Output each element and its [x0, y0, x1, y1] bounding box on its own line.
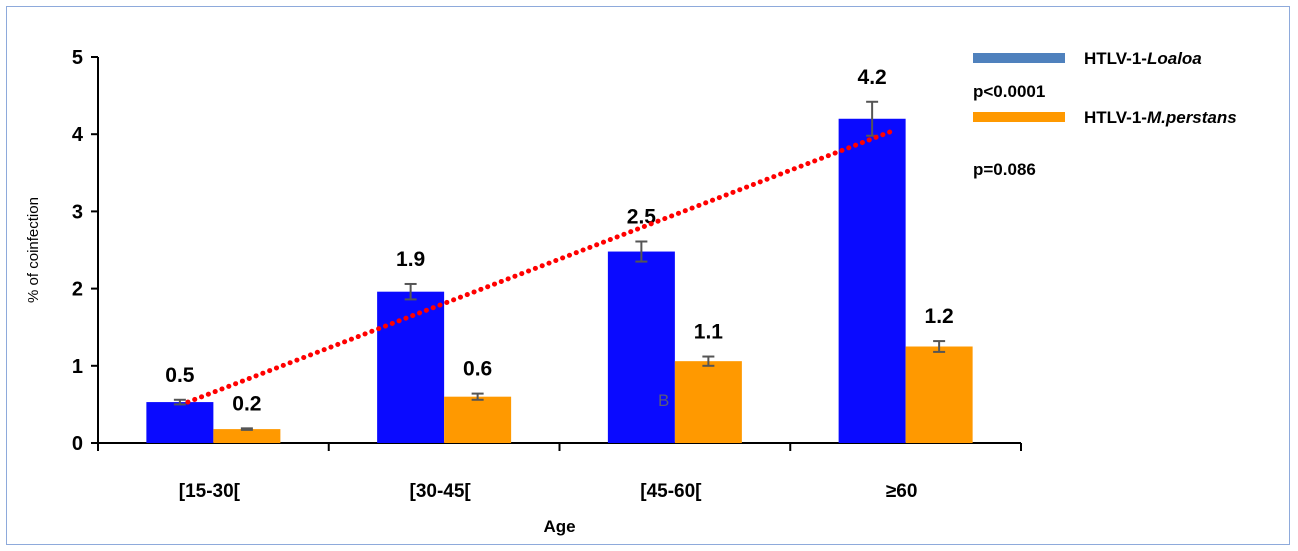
y-tick-label: 0: [72, 433, 83, 455]
legend-swatch: [973, 112, 1065, 122]
x-tick-label: [45-60[: [640, 481, 702, 502]
y-tick-label: 2: [72, 279, 83, 301]
bar: [607, 251, 675, 443]
x-tick-label: ≥60: [886, 481, 918, 502]
chart-frame: 0 1 2 3 4 5 % of coinfection [15-30[ [30-45[ [45-…: [6, 6, 1290, 545]
p-value: p=0.086: [973, 160, 1036, 179]
trend-line: [185, 127, 897, 405]
data-label: 1.9: [396, 248, 425, 271]
bar: [444, 396, 512, 443]
x-tick-label: [15-30[: [179, 481, 241, 502]
data-label: 4.2: [858, 66, 887, 89]
legend-swatch: [973, 53, 1065, 63]
data-label: 0.6: [463, 358, 492, 381]
x-axis-title: Age: [543, 517, 575, 536]
y-tick-label: 4: [72, 124, 84, 146]
bar-chart: 0 1 2 3 4 5 % of coinfection [15-30[ [30-45[ [45-…: [25, 47, 1237, 536]
data-label: 1.2: [925, 305, 954, 328]
bar: [838, 118, 906, 443]
data-label: 0.5: [165, 364, 195, 387]
bar: [146, 402, 214, 443]
bar: [213, 429, 281, 443]
x-tick-label: [30-45[: [410, 481, 472, 502]
p-value: p<0.0001: [973, 82, 1045, 101]
bar: [674, 361, 742, 443]
data-label: 0.2: [232, 392, 261, 415]
data-label: 1.1: [694, 321, 724, 344]
y-axis-title: % of coinfection: [25, 197, 42, 303]
legend-label: HTLV-1-M.perstans: [1084, 108, 1237, 127]
y-tick-label: 5: [72, 47, 83, 69]
y-tick-label: 3: [72, 201, 83, 223]
bar: [905, 346, 973, 443]
y-tick-label: 1: [72, 356, 83, 378]
legend-label: HTLV-1-Loaloa: [1084, 49, 1202, 68]
stray-label: B: [658, 391, 669, 410]
